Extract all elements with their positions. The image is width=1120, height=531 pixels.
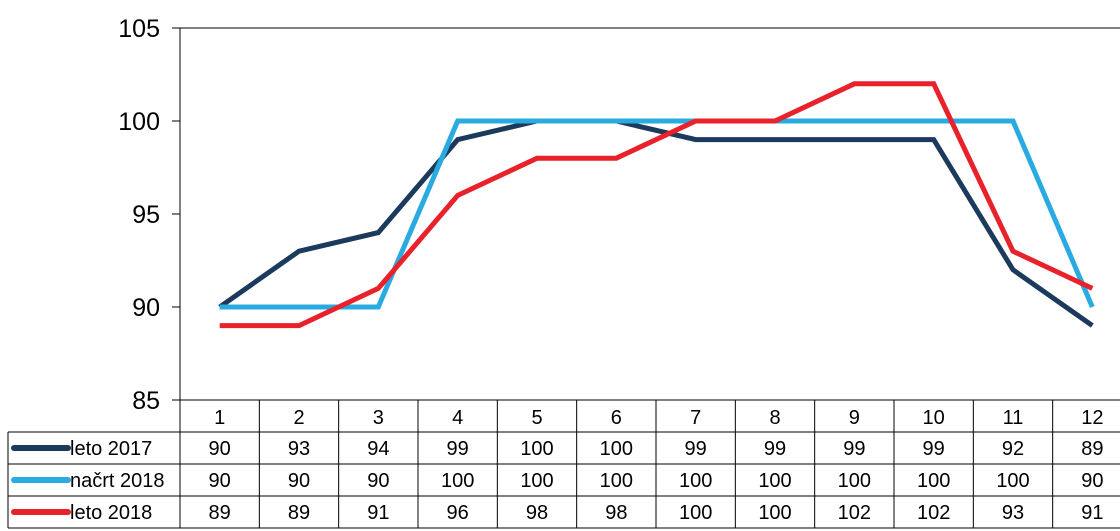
x-tick-label: 12	[1081, 407, 1103, 429]
table-value: 94	[367, 438, 389, 460]
table-value: 93	[288, 438, 310, 460]
x-tick-label: 1	[214, 407, 225, 429]
table-value: 100	[838, 470, 871, 492]
x-tick-label: 6	[611, 407, 622, 429]
table-value: 99	[685, 438, 707, 460]
x-tick-label: 5	[531, 407, 542, 429]
y-tick-label: 105	[118, 15, 160, 43]
y-tick-label: 100	[118, 108, 160, 136]
table-value: 100	[600, 438, 633, 460]
table-value: 90	[288, 470, 310, 492]
table-value: 98	[526, 502, 548, 524]
table-value: 99	[764, 438, 786, 460]
table-value: 90	[367, 470, 389, 492]
x-tick-label: 10	[923, 407, 945, 429]
table-value: 102	[917, 502, 950, 524]
x-tick-label: 3	[373, 407, 384, 429]
table-value: 92	[1002, 438, 1024, 460]
x-tick-label: 11	[1003, 407, 1024, 429]
x-tick-label: 9	[849, 407, 860, 429]
table-value: 90	[209, 438, 231, 460]
table-value: 91	[367, 502, 389, 524]
series-line	[219, 118, 1095, 310]
table-value: 99	[923, 438, 945, 460]
y-tick-label: 95	[132, 201, 160, 229]
legend-label: leto 2018	[70, 502, 152, 524]
table-value: 100	[441, 470, 474, 492]
table-value: 100	[758, 502, 791, 524]
legend-label: leto 2017	[70, 438, 152, 460]
table-value: 99	[843, 438, 865, 460]
series-line	[219, 81, 1094, 329]
table-value: 98	[605, 502, 627, 524]
table-value: 100	[520, 470, 553, 492]
table-value: 100	[679, 470, 712, 492]
table-value: 89	[1081, 438, 1103, 460]
table-value: 93	[1002, 502, 1024, 524]
y-axis: 85 90 95 100 105	[118, 15, 1120, 415]
table-value: 91	[1081, 502, 1103, 524]
x-tick-label: 2	[293, 407, 304, 429]
table-value: 89	[288, 502, 310, 524]
table-value: 90	[1081, 470, 1103, 492]
table-value: 89	[209, 502, 231, 524]
x-tick-label: 8	[769, 407, 780, 429]
x-tick-label: 7	[690, 407, 701, 429]
table-value: 102	[838, 502, 871, 524]
x-tick-label: 4	[452, 407, 463, 429]
y-tick-label: 90	[132, 294, 160, 322]
table-value: 100	[520, 438, 553, 460]
legend-label: načrt 2018	[70, 470, 165, 492]
table-value: 100	[917, 470, 950, 492]
series-line	[218, 118, 1094, 328]
table-value: 100	[996, 470, 1029, 492]
table-value: 96	[447, 502, 469, 524]
table-value: 100	[679, 502, 712, 524]
table-value: 99	[447, 438, 469, 460]
series-lines	[218, 81, 1095, 329]
table-value: 100	[758, 470, 791, 492]
y-tick-label: 85	[132, 387, 160, 415]
table-value: 100	[600, 470, 633, 492]
table-value: 90	[209, 470, 231, 492]
